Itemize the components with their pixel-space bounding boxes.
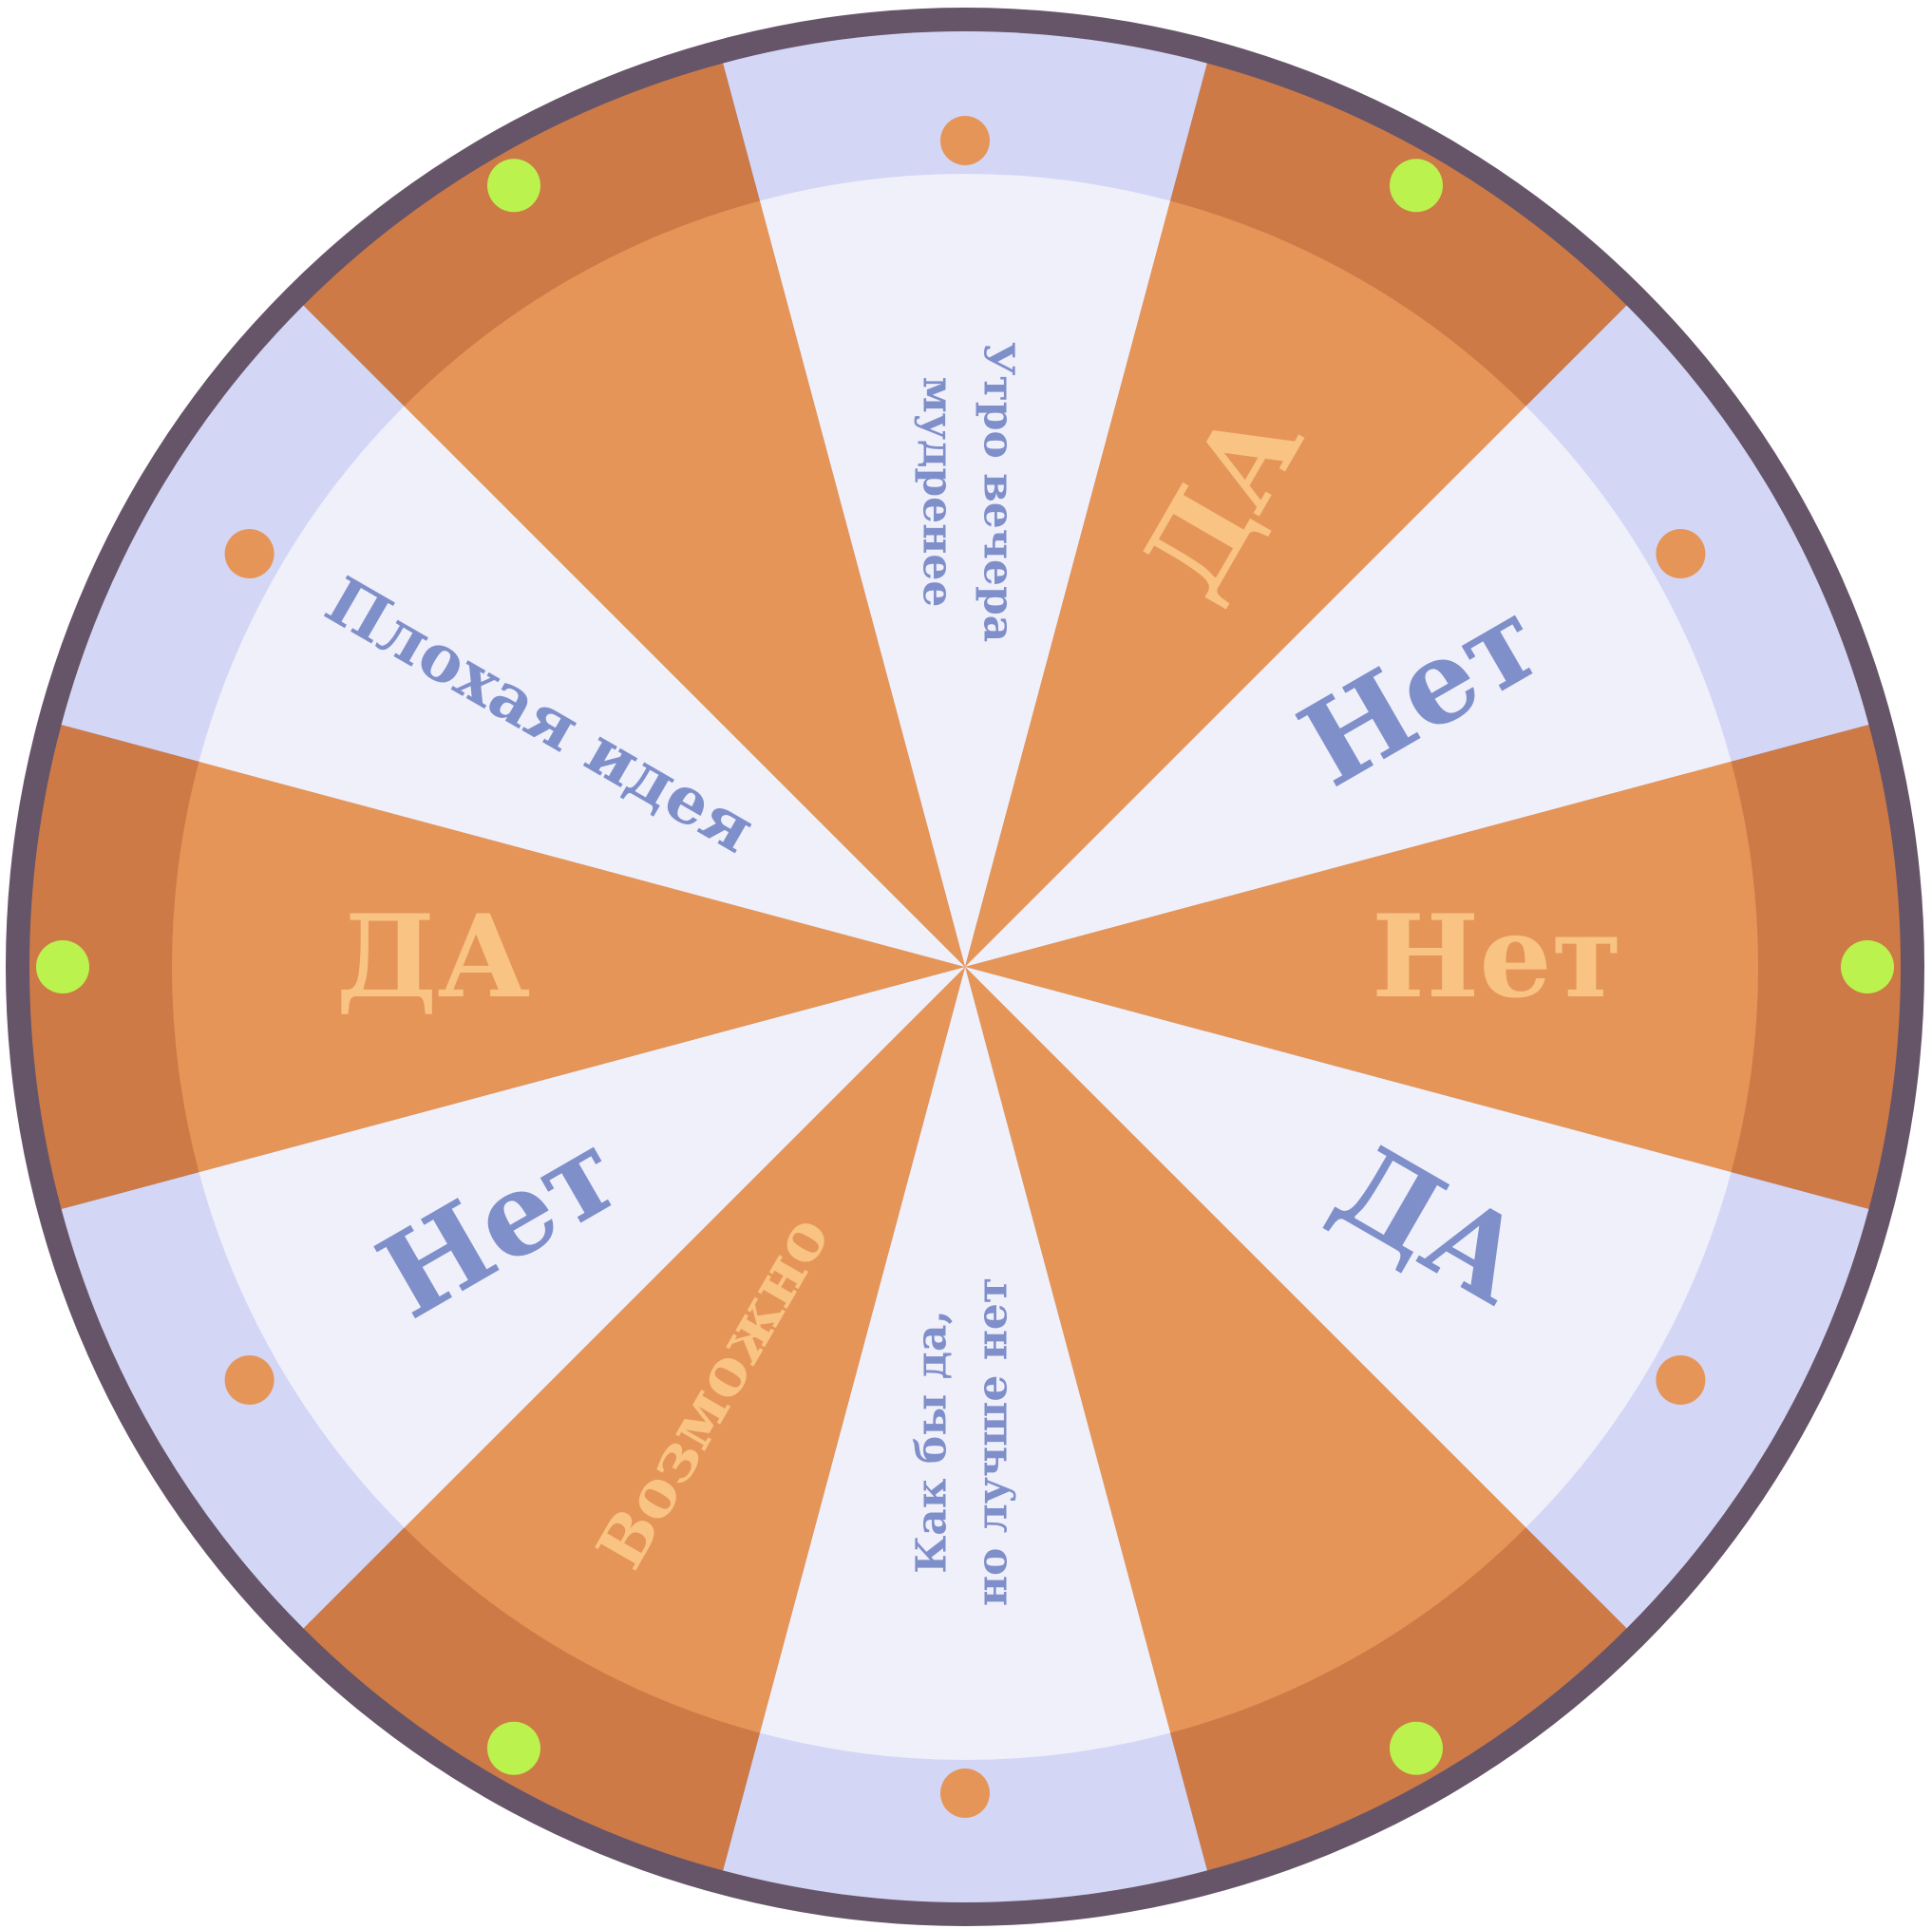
sector-label: ДА	[336, 890, 530, 1024]
peg-dot	[224, 529, 275, 578]
sector-label-group: Как бы да, но лучше нет	[908, 1277, 1017, 1606]
sector	[965, 967, 1732, 1528]
peg-dot	[940, 116, 990, 165]
rim-light-dot	[1390, 159, 1443, 213]
sector-label-line2: но лучше нет	[969, 1277, 1017, 1606]
sector	[965, 406, 1732, 968]
sector	[759, 967, 1171, 1760]
peg-dot	[1656, 529, 1706, 578]
sector	[199, 406, 966, 968]
sector	[759, 173, 1171, 967]
sector	[171, 761, 965, 1173]
sector-label-group: Нет	[1372, 890, 1622, 1024]
sector	[199, 967, 966, 1528]
sector-label-group: ДА	[336, 890, 530, 1024]
peg-dot	[224, 1355, 275, 1405]
sector-label: Нет	[1372, 890, 1622, 1024]
wheel-pegs	[36, 116, 1894, 1818]
rim-light-dot	[487, 1721, 540, 1775]
sector	[965, 200, 1526, 968]
rim-light-dot	[487, 159, 540, 213]
sector-label-group: Утро вечера мудренее	[914, 342, 1023, 642]
sector-label: Как бы да,	[908, 1310, 957, 1574]
sector-label: Утро вечера	[975, 342, 1023, 642]
sector	[965, 967, 1526, 1733]
sector	[404, 200, 966, 968]
sector	[404, 967, 966, 1733]
sector	[965, 761, 1758, 1173]
sector-label-line2: мудренее	[914, 377, 962, 608]
rim-light-dot	[1841, 940, 1894, 993]
peg-dot	[940, 1768, 990, 1818]
rim-light-dot	[36, 940, 89, 993]
peg-dot	[1656, 1355, 1706, 1405]
wheel-sectors	[28, 31, 1901, 1902]
rim-light-dot	[1390, 1721, 1443, 1775]
